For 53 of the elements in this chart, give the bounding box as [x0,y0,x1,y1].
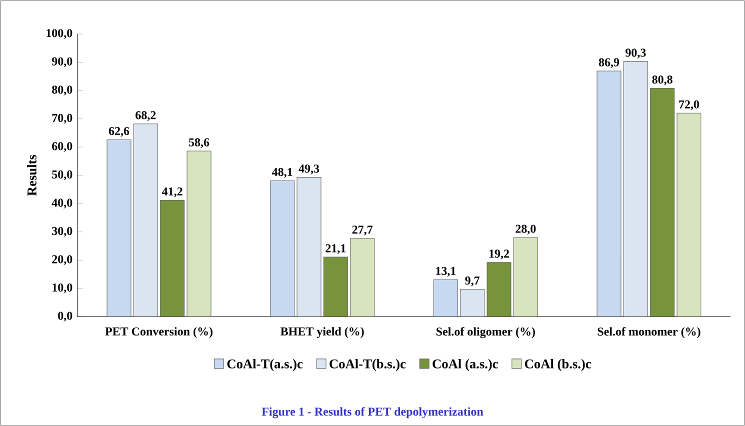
data-label: 9,7 [465,276,480,286]
bar [296,177,322,317]
caption: Figure 1 - Results of PET depolymerization [262,407,484,418]
bar [106,139,132,317]
data-label: 28,0 [516,224,536,235]
bar [596,70,622,317]
bar [676,112,702,317]
bar [270,180,295,317]
legend-label: CoAl (a.s.)c [432,359,498,372]
y-axis-title: Results [27,154,36,196]
data-label: 68,2 [136,111,156,121]
y-tick-label: 70,0 [52,114,72,124]
bar [513,237,538,317]
bar [433,279,458,317]
data-label: 48,1 [272,168,292,178]
bar [486,262,512,317]
bar [160,200,185,317]
bar [323,256,348,317]
data-label: 58,6 [188,138,210,148]
data-label: 19,2 [489,250,509,260]
y-tick-label: 30,0 [52,226,72,237]
y-tick-label: 80,0 [52,86,72,96]
y-tick-label: 50,0 [52,170,72,180]
x-tick-label: Sel.of oligomer (%) [436,327,535,338]
data-label: 80,8 [652,75,672,86]
x-tick-label: PET Conversion (%) [105,327,212,338]
bar [350,238,375,317]
bar [186,150,212,317]
y-tick-label: 90,0 [52,57,72,68]
y-tick-label: 100,0 [46,29,72,39]
x-tick-label: Sel.of monomer (%) [598,327,700,338]
bar [650,88,675,317]
y-tick-label: 20,0 [52,255,72,266]
legend-label: CoAl (b.s.)c [524,359,592,372]
y-tick-label: 40,0 [52,198,72,209]
y-tick-label: 0,0 [58,312,72,322]
bar [623,61,648,317]
x-tick-label: BHET yield (%) [280,327,364,338]
data-label: 41,2 [162,187,182,198]
data-label: 27,7 [352,226,373,236]
data-label: 13,1 [436,266,456,277]
data-label: 90,3 [626,48,646,58]
legend-label: CoAl-T(b.s.)c [330,359,406,372]
bar [460,288,485,317]
bar [133,124,158,317]
data-label: 49,3 [298,164,320,174]
y-tick-label: 10,0 [52,283,72,294]
y-tick-label: 60,0 [52,142,72,152]
data-label: 86,9 [598,58,620,68]
data-label: 62,6 [108,126,130,137]
legend-label: CoAl-T(a.s.)c [227,359,303,372]
data-label: 21,1 [326,244,346,254]
data-label: 72,0 [679,100,700,110]
